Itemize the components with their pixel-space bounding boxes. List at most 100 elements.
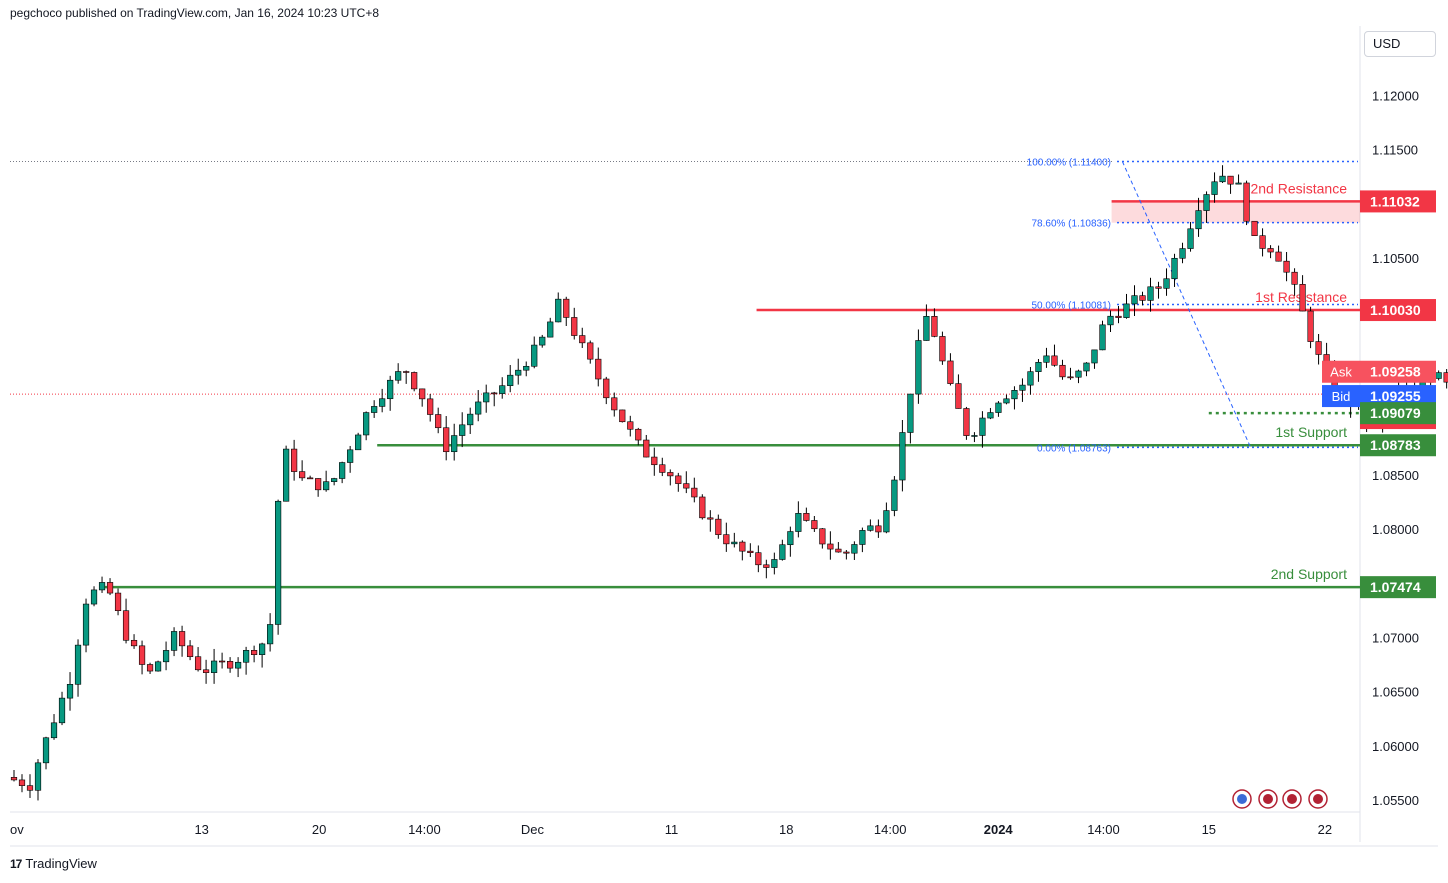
candle-body — [1259, 235, 1266, 249]
candle-body — [226, 661, 234, 669]
candle-body — [202, 669, 210, 673]
candle-body — [10, 777, 18, 781]
fib-label: 50.00% (1.10081) — [1031, 301, 1111, 312]
candle-body — [1315, 341, 1322, 355]
candle-body — [859, 530, 866, 545]
price-label-box — [1360, 360, 1436, 383]
candle-body — [843, 551, 850, 554]
candle-body — [243, 650, 250, 663]
time-axis: ov 13 20 14:00 Dec 11 18 14:00 2024 14:00 15 22 — [10, 822, 1332, 837]
candle-body — [579, 335, 586, 344]
candle-body — [315, 478, 322, 491]
candle-body — [763, 564, 770, 568]
candle-body — [1339, 394, 1346, 397]
fibonacci: 100.00% (1.11400) 78.60% (1.10836) 50.00% … — [10, 158, 1358, 454]
candle-body — [723, 534, 730, 545]
candle-body — [787, 531, 794, 546]
candle-body — [1291, 271, 1298, 285]
level-label: 2nd Support — [1271, 566, 1347, 582]
candle-body — [395, 371, 402, 381]
candle-body — [1387, 399, 1394, 413]
resistance-zone-rect — [1111, 201, 1360, 223]
candle-body — [563, 298, 570, 318]
price-label-box — [1360, 576, 1436, 599]
level-label: 2nd Resistance — [1250, 180, 1347, 196]
candle-body — [90, 589, 98, 605]
fib-label: 0.00% (1.08763) — [1037, 443, 1111, 454]
candle-body — [1427, 378, 1434, 383]
candle-body — [26, 785, 34, 791]
candle-body — [1035, 361, 1042, 372]
candle-body — [146, 664, 154, 672]
x-tick-label: 18 — [779, 822, 793, 837]
candle-body — [779, 544, 786, 560]
price-label: 1.09255 — [1370, 410, 1421, 426]
candle-body — [114, 592, 122, 612]
candle-body — [835, 548, 842, 553]
candle-body — [475, 401, 482, 415]
candle-body — [819, 528, 826, 545]
fib-label: 78.60% (1.10836) — [1031, 219, 1111, 230]
candle-body — [899, 432, 906, 481]
candle-body — [1147, 286, 1154, 301]
x-tick-label: 20 — [312, 822, 326, 837]
candle-body — [603, 378, 610, 399]
level-label: 1st Support — [1275, 424, 1347, 440]
candle-body — [571, 317, 578, 336]
candle-body — [867, 525, 874, 531]
candle-body — [771, 559, 778, 568]
price-tag-box — [1322, 360, 1360, 383]
candle-body — [291, 448, 298, 472]
candle-body — [611, 397, 618, 411]
candle-body — [82, 603, 90, 646]
y-tick-label: 1.07000 — [1372, 631, 1419, 646]
fib-trend-line — [1121, 161, 1252, 448]
candle-body — [379, 398, 386, 407]
candle-body — [595, 358, 602, 380]
tradingview-brand[interactable]: 17 TradingView — [10, 856, 97, 871]
candle-body — [923, 316, 930, 341]
candle-body — [963, 408, 970, 436]
candle-body — [547, 321, 554, 338]
price-axis: 1.12000 1.11500 1.10500 1.08500 1.08000 1.070… — [1322, 88, 1436, 808]
candle-body — [467, 413, 474, 426]
candle-body — [66, 684, 74, 699]
candle-body — [1235, 182, 1242, 185]
candle-body — [1027, 371, 1034, 386]
candle-body — [58, 697, 66, 724]
candle-body — [659, 464, 666, 473]
price-label: 1.07474 — [1370, 579, 1421, 595]
candle-body — [443, 427, 450, 453]
candle-body — [539, 336, 546, 346]
candle-body — [1323, 354, 1330, 370]
candle-body — [170, 631, 178, 651]
candle-body — [1411, 385, 1418, 392]
level-label: 1st Resistance — [1255, 289, 1347, 305]
candle-body — [715, 518, 722, 535]
candle-body — [643, 439, 650, 458]
candle-body — [403, 371, 410, 373]
candle-body — [1267, 248, 1274, 253]
y-tick-label: 1.06500 — [1372, 685, 1419, 700]
price-label: 1.08783 — [1370, 437, 1421, 453]
x-tick-label: 14:00 — [874, 822, 907, 837]
candle-body — [1371, 418, 1378, 423]
candle-body — [731, 541, 738, 545]
candle-body — [1395, 386, 1402, 400]
price-label-box — [1360, 190, 1436, 213]
candles — [10, 165, 1448, 801]
candle-body — [1363, 402, 1370, 420]
candle-body — [755, 552, 762, 566]
y-tick-label: 1.05500 — [1372, 793, 1419, 808]
candle-body — [635, 428, 642, 441]
candle-body — [1131, 295, 1138, 305]
currency-selector[interactable]: USD — [1364, 31, 1436, 57]
candle-body — [939, 336, 946, 362]
event-flag-icon-center — [1313, 794, 1323, 804]
y-tick-label: 1.06000 — [1372, 739, 1419, 754]
candle-body — [331, 478, 338, 482]
candle-body — [122, 610, 130, 641]
candle-body — [491, 392, 498, 395]
candle-body — [18, 779, 26, 786]
